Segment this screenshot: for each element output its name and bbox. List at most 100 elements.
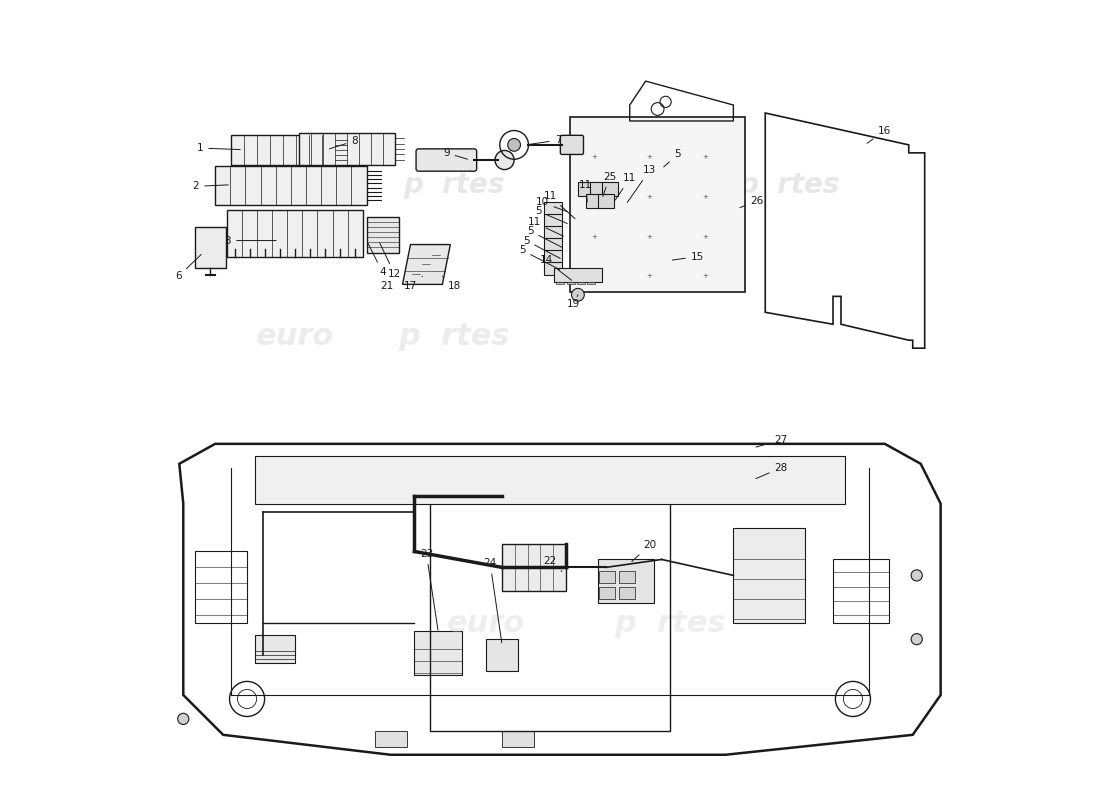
Text: +: + [647,194,652,200]
Text: 25: 25 [603,172,616,197]
Text: 11: 11 [615,174,636,200]
FancyBboxPatch shape [619,571,636,583]
FancyBboxPatch shape [503,731,535,746]
Text: p  rtes: p rtes [398,322,510,350]
Text: 5: 5 [522,235,560,258]
Circle shape [495,150,514,170]
Text: +: + [647,234,652,239]
Polygon shape [195,227,226,269]
Text: 18: 18 [442,277,461,291]
Text: 5: 5 [535,206,568,223]
Text: +: + [703,154,708,160]
Text: 11: 11 [580,180,593,202]
Polygon shape [255,456,845,504]
Text: 17: 17 [404,277,422,291]
Text: +: + [647,274,652,279]
FancyBboxPatch shape [544,262,562,275]
FancyBboxPatch shape [544,238,562,251]
Text: euro: euro [447,609,526,638]
FancyBboxPatch shape [544,226,562,239]
FancyBboxPatch shape [597,194,614,208]
Text: 27: 27 [756,435,788,447]
Text: 21: 21 [379,277,398,291]
Text: 15: 15 [672,251,704,262]
Text: 2: 2 [192,182,229,191]
Text: 5: 5 [519,245,560,270]
Text: +: + [591,274,597,279]
FancyBboxPatch shape [597,559,653,603]
FancyBboxPatch shape [255,635,295,663]
FancyBboxPatch shape [415,631,462,675]
Circle shape [508,138,520,151]
Polygon shape [299,133,395,165]
Text: euro: euro [610,170,681,198]
Text: p  rtes: p rtes [614,609,725,638]
Text: 20: 20 [631,540,657,562]
FancyBboxPatch shape [544,250,562,263]
Polygon shape [570,117,746,292]
Text: +: + [591,194,597,200]
Text: 4: 4 [367,243,386,278]
FancyBboxPatch shape [600,571,615,583]
Text: 8: 8 [329,136,358,149]
FancyBboxPatch shape [544,202,562,215]
Text: 24: 24 [484,558,502,642]
FancyBboxPatch shape [416,149,476,171]
Text: 12: 12 [379,243,401,279]
Text: 19: 19 [568,294,581,310]
FancyBboxPatch shape [560,135,583,154]
Text: 10: 10 [536,198,568,212]
Text: 23: 23 [420,549,438,630]
Text: 28: 28 [756,462,788,478]
FancyBboxPatch shape [590,182,606,196]
Text: p  rtes: p rtes [738,170,840,198]
FancyBboxPatch shape [578,282,585,285]
FancyBboxPatch shape [586,194,602,208]
Text: 11: 11 [527,218,563,236]
Polygon shape [403,245,450,285]
FancyBboxPatch shape [486,639,518,671]
Polygon shape [227,210,363,257]
Polygon shape [366,217,398,253]
FancyBboxPatch shape [375,731,407,746]
Text: euro: euro [255,322,334,350]
FancyBboxPatch shape [503,543,565,591]
Text: 5: 5 [663,150,681,167]
Text: +: + [591,234,597,239]
FancyBboxPatch shape [557,282,564,285]
Text: +: + [591,154,597,160]
Polygon shape [231,134,334,165]
Text: 11: 11 [543,191,575,218]
FancyBboxPatch shape [587,282,595,285]
Text: +: + [703,234,708,239]
Text: 13: 13 [627,166,657,202]
Circle shape [911,570,922,581]
Text: 6: 6 [175,254,201,282]
FancyBboxPatch shape [734,527,805,623]
Text: 16: 16 [867,126,891,143]
Text: 14: 14 [539,255,572,280]
Polygon shape [216,166,366,205]
Text: 26: 26 [740,196,763,208]
Circle shape [572,288,584,301]
Text: 9: 9 [443,148,468,159]
Text: euro: euro [260,170,331,198]
Text: +: + [703,194,708,200]
FancyBboxPatch shape [578,182,594,196]
FancyBboxPatch shape [554,268,602,282]
FancyBboxPatch shape [566,282,574,285]
FancyBboxPatch shape [600,587,615,599]
Text: 5: 5 [527,226,562,247]
Text: 7: 7 [529,135,561,145]
Text: +: + [703,274,708,279]
Text: +: + [647,154,652,160]
Text: p  rtes: p rtes [404,170,505,198]
Text: 3: 3 [224,235,276,246]
FancyBboxPatch shape [544,214,562,227]
Text: 22: 22 [543,556,562,571]
FancyBboxPatch shape [602,182,618,196]
Circle shape [911,634,922,645]
Circle shape [178,714,189,725]
FancyBboxPatch shape [619,587,636,599]
Text: 1: 1 [197,143,240,153]
